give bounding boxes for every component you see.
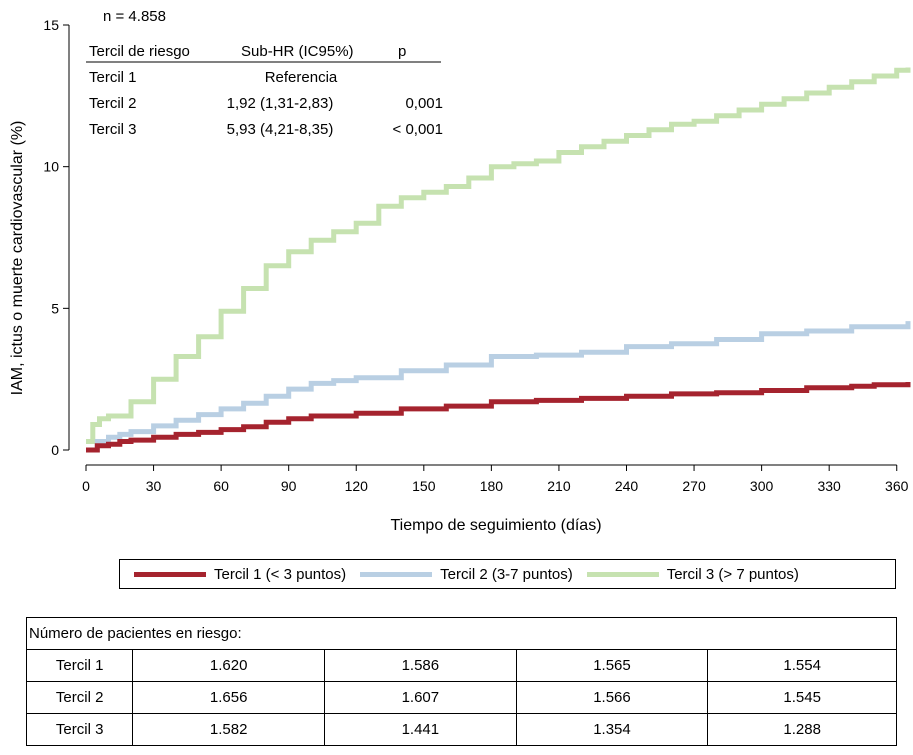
stats-header: Sub-HR (IC95%) — [241, 43, 354, 60]
series-line-tercil-2 — [86, 321, 911, 453]
risk-table-row: Tercil 2 1.656 1.607 1.566 1.545 — [25, 681, 897, 714]
stats-row-label: Tercil 2 — [89, 95, 137, 112]
stats-row-subhr: 1,92 (1,31-2,83) — [227, 95, 334, 112]
patients-at-risk-table: Número de pacientes en riesgo: Tercil 1 … — [25, 617, 897, 746]
y-tick-label: 10 — [43, 159, 59, 175]
stats-row-label: Tercil 1 — [89, 69, 137, 86]
x-tick-label: 330 — [817, 478, 841, 494]
legend-label-tercil-2: Tercil 2 (3-7 puntos) — [440, 565, 573, 583]
y-tick-label: 0 — [51, 442, 59, 458]
risk-cell: 1.566 — [515, 681, 709, 714]
legend-item-tercil-2: Tercil 2 (3-7 puntos) — [360, 566, 573, 583]
stats-row-subhr: 5,93 (4,21-8,35) — [227, 121, 334, 138]
risk-cell: 1.554 — [707, 649, 897, 682]
risk-cell: 1.565 — [515, 649, 709, 682]
stats-row-p: 0,001 — [405, 95, 443, 112]
x-tick-label: 270 — [682, 478, 706, 494]
risk-cell: 1.354 — [515, 713, 709, 746]
risk-cell: 1.656 — [132, 681, 326, 714]
stats-header: p — [398, 43, 406, 60]
risk-table-header-row: Número de pacientes en riesgo: — [26, 617, 897, 650]
risk-table-title: Número de pacientes en riesgo: — [26, 617, 897, 650]
stats-header: Tercil de riesgo — [89, 43, 190, 60]
y-tick-label: 15 — [43, 17, 59, 33]
risk-row-label: Tercil 3 — [25, 713, 134, 746]
risk-cell: 1.620 — [132, 649, 326, 682]
risk-row-label: Tercil 1 — [25, 649, 134, 682]
x-tick-label: 210 — [547, 478, 571, 494]
y-axis-title: IAM, ictus o muerte cardiovascular (%) — [9, 121, 26, 396]
x-tick-label: 30 — [146, 478, 162, 494]
series-line-tercil-3 — [86, 67, 911, 444]
n-label: n = 4.858 — [103, 8, 166, 25]
stats-annotation: n = 4.858 Tercil de riesgo Sub-HR (IC95%) p… — [86, 8, 443, 138]
x-tick-label: 360 — [885, 478, 909, 494]
legend-item-tercil-3: Tercil 3 (> 7 puntos) — [586, 565, 799, 583]
series-line-tercil-1 — [86, 382, 911, 453]
x-tick-label: 90 — [281, 478, 297, 494]
legend-swatch-tercil-3 — [586, 571, 659, 577]
x-tick-label: 180 — [480, 478, 504, 494]
risk-table-row: Tercil 1 1.620 1.586 1.565 1.554 — [25, 649, 897, 682]
stats-row-p: < 0,001 — [393, 121, 443, 138]
x-tick-label: 0 — [82, 478, 90, 494]
legend-item-tercil-1: Tercil 1 (< 3 puntos) — [134, 566, 346, 583]
x-tick-label: 60 — [213, 478, 229, 494]
risk-cell: 1.607 — [324, 681, 517, 714]
x-tick-label: 240 — [615, 478, 639, 494]
x-tick-label: 150 — [412, 478, 436, 494]
legend-swatch-tercil-2 — [360, 571, 433, 577]
risk-cell: 1.582 — [132, 713, 326, 746]
stats-row-subhr: Referencia — [265, 69, 338, 86]
legend-label-tercil-1: Tercil 1 (< 3 puntos) — [214, 565, 347, 583]
stats-row-label: Tercil 3 — [89, 121, 137, 138]
risk-table-row: Tercil 3 1.582 1.441 1.354 1.288 — [25, 713, 897, 746]
legend: Tercil 1 (< 3 puntos) Tercil 2 (3-7 punt… — [119, 559, 896, 589]
y-tick-label: 5 — [51, 300, 59, 316]
x-tick-label: 300 — [750, 478, 774, 494]
series-lines — [86, 67, 911, 453]
risk-row-label: Tercil 2 — [25, 681, 134, 714]
legend-swatch-tercil-1 — [134, 571, 206, 577]
x-axis-title: Tiempo de seguimiento (días) — [390, 517, 601, 534]
legend-label-tercil-3: Tercil 3 (> 7 puntos) — [666, 565, 799, 583]
risk-cell: 1.441 — [324, 713, 517, 746]
x-tick-label: 120 — [345, 478, 369, 494]
risk-cell: 1.288 — [707, 713, 897, 746]
risk-cell: 1.586 — [324, 649, 517, 682]
risk-cell: 1.545 — [707, 681, 897, 714]
